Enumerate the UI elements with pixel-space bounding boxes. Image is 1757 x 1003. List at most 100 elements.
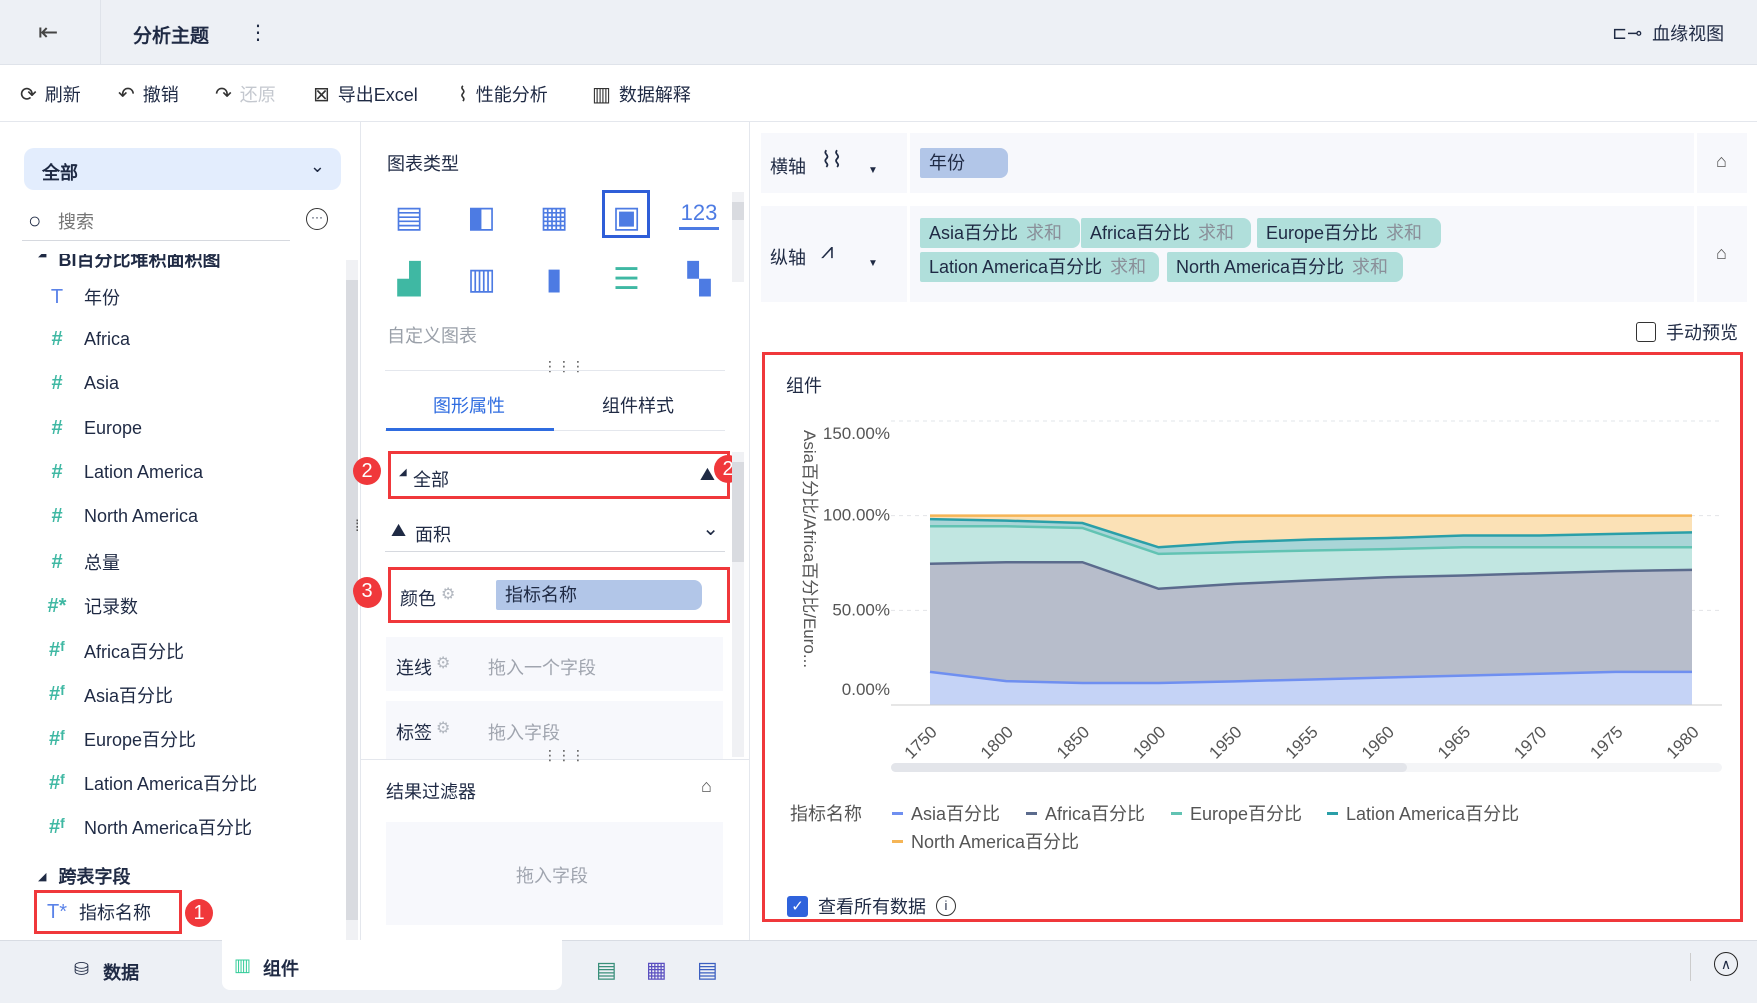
chart-type-horizontal-bar-icon[interactable]: ☰	[613, 263, 640, 296]
chart-scrollbar[interactable]	[891, 763, 1722, 772]
search-input[interactable]	[58, 206, 288, 238]
props-scrollbar[interactable]	[732, 452, 744, 757]
chart-type-waterfall-icon[interactable]: ▚	[687, 263, 711, 296]
mark-type-select[interactable]: ⛰ 面积 ⌄	[385, 510, 725, 552]
exit-icon[interactable]: ⇤	[38, 19, 59, 46]
field-item[interactable]: #ᶠ Europe百分比	[44, 726, 196, 752]
tab-component[interactable]: ▥ 组件	[222, 940, 562, 990]
legend-item[interactable]: Africa百分比	[1026, 800, 1145, 826]
gear-icon[interactable]: ⚙	[441, 586, 456, 603]
info-icon[interactable]: i	[936, 896, 956, 916]
y-field-chip[interactable]: Asia百分比 求和	[920, 218, 1080, 248]
field-item[interactable]: #ᶠ Lation America百分比	[44, 770, 257, 796]
clear-icon[interactable]: ⌂	[701, 776, 712, 796]
chart-type-table-icon[interactable]: ▤	[394, 201, 424, 234]
manual-preview-checkbox[interactable]: 手动预览	[1636, 319, 1738, 345]
search-underline	[22, 240, 290, 241]
export-excel-button[interactable]: ⊠ 导出Excel	[313, 81, 418, 107]
field-indicator-name[interactable]: T* 指标名称	[34, 890, 182, 934]
add-text-icon[interactable]: ▤	[697, 957, 718, 982]
field-item[interactable]: #ᶠ Asia百分比	[44, 682, 173, 708]
chart-type-kpi-number-icon[interactable]: 123	[679, 200, 719, 230]
legend-item[interactable]: North America百分比	[892, 828, 1079, 854]
field-item[interactable]: #* 记录数	[44, 593, 138, 619]
chart-type-grouped-bar-icon[interactable]: ▟	[397, 263, 421, 296]
performance-button[interactable]: ⌇ 性能分析	[458, 81, 548, 107]
field-item[interactable]: T 年份	[44, 284, 120, 310]
y-tick-label: 100.00%	[823, 506, 890, 525]
mark-type-value: 面积	[415, 525, 451, 545]
tab-graphic-props[interactable]: 图形属性	[433, 396, 505, 416]
data-explain-button[interactable]: ▥ 数据解释	[592, 81, 691, 107]
legend-item[interactable]: Asia百分比	[892, 800, 1000, 826]
gear-icon[interactable]: ⚙	[436, 655, 451, 672]
y-field-chip[interactable]: Africa百分比 求和	[1081, 218, 1251, 248]
chart-type-multi-bar-icon[interactable]: ▥	[467, 263, 496, 296]
redo-button[interactable]: ↷ 还原	[215, 81, 276, 107]
field-item[interactable]: # North America	[44, 505, 198, 528]
color-encoding-row[interactable]: 颜色 ⚙ 指标名称	[388, 567, 730, 623]
field-label: 记录数	[84, 597, 138, 618]
filter-drop-placeholder: 拖入字段	[516, 866, 588, 886]
clear-icon[interactable]: ⌂	[1716, 243, 1727, 263]
all-marks-section[interactable]: ◢ 全部 ⛰	[388, 451, 730, 499]
area-icon: ⛰	[391, 520, 407, 540]
clear-icon[interactable]: ⌂	[1716, 151, 1727, 171]
resize-dots[interactable]: ⁞	[355, 518, 360, 535]
collapse-up-icon[interactable]: ∧	[1714, 952, 1738, 976]
y-field-chip[interactable]: Lation America百分比 求和	[920, 252, 1159, 282]
chip-aggregation: 求和	[1386, 223, 1423, 243]
lineage-view-button[interactable]: ⊏⊸ 血缘视图	[1612, 20, 1724, 46]
chart-type-dashboard-card-icon[interactable]: ▣	[612, 201, 641, 234]
resize-handle[interactable]: ⋮⋮⋮	[543, 747, 585, 763]
color-field-chip[interactable]: 指标名称	[496, 580, 702, 610]
label-encoding-row[interactable]: 标签 ⚙ 拖入字段	[386, 701, 723, 759]
legend-marker	[892, 839, 903, 843]
field-item[interactable]: # Europe	[44, 417, 142, 440]
filter-drop-zone[interactable]: 拖入字段	[386, 822, 723, 925]
view-all-data-checkbox[interactable]: ✓ 查看所有数据 i	[787, 893, 956, 919]
calc-field-icon: #ᶠ	[49, 639, 65, 662]
chart-type-detail-table-icon[interactable]: ▦	[539, 201, 569, 234]
gear-icon[interactable]: ⚙	[436, 720, 451, 737]
dataset-dropdown[interactable]: 全部 ⌄	[24, 148, 341, 190]
y-field-chip[interactable]: Europe百分比 求和	[1257, 218, 1441, 248]
tab-component-style[interactable]: 组件样式	[602, 396, 674, 416]
field-item[interactable]: # Lation America	[44, 461, 203, 484]
result-filter-title: 结果过滤器	[386, 782, 476, 802]
group-header[interactable]: ◢BI百分比堆积面积图	[38, 254, 220, 272]
resize-handle[interactable]: ⋮⋮⋮	[543, 358, 585, 374]
x-tick-label: 1900	[1129, 722, 1169, 762]
field-item[interactable]: #ᶠ North America百分比	[44, 814, 252, 840]
dropdown-caret-icon[interactable]: ▼	[868, 258, 878, 269]
field-item[interactable]: # Africa	[44, 328, 130, 351]
undo-button[interactable]: ↶ 撤销	[118, 81, 179, 107]
chart-type-cross-table-icon[interactable]: ◧	[467, 201, 496, 234]
cross-table-group[interactable]: ◢ 跨表字段	[38, 863, 130, 889]
field-item[interactable]: # Asia	[44, 372, 119, 395]
manual-preview-label: 手动预览	[1666, 323, 1738, 343]
y-field-chip[interactable]: North America百分比 求和	[1167, 252, 1403, 282]
dropdown-caret-icon[interactable]: ▼	[868, 165, 878, 176]
tab-data[interactable]: ⛁ 数据	[74, 959, 139, 985]
number-field-icon: #	[51, 328, 63, 351]
x-axis-type-icon[interactable]: ⌇⌇	[821, 147, 843, 172]
x-field-chip[interactable]: 年份	[920, 148, 1008, 178]
chart-type-color-bar-icon[interactable]: ▮	[545, 263, 563, 296]
add-chart-icon[interactable]: ▤	[596, 957, 617, 982]
field-item[interactable]: # 总量	[44, 549, 120, 575]
legend-item[interactable]: Lation America百分比	[1327, 800, 1519, 826]
x-tick-label: 1750	[901, 722, 941, 762]
add-table-icon[interactable]: ▦	[646, 957, 667, 982]
custom-chart-link[interactable]: 自定义图表	[387, 326, 477, 346]
y-axis-type-icon[interactable]: ⩘	[821, 238, 834, 263]
field-item[interactable]: #ᶠ Africa百分比	[44, 638, 184, 664]
more-menu-icon[interactable]: ⋮	[248, 22, 268, 44]
refresh-button[interactable]: ⟳ 刷新	[20, 81, 81, 107]
field-list-scrollbar[interactable]	[346, 260, 358, 940]
line-encoding-row[interactable]: 连线 ⚙ 拖入一个字段	[386, 637, 723, 691]
legend-item[interactable]: Europe百分比	[1171, 800, 1302, 826]
selected-chart-type[interactable]	[602, 190, 650, 238]
chart-type-scrollbar[interactable]	[732, 192, 744, 282]
more-options-icon[interactable]: ···	[306, 208, 328, 230]
